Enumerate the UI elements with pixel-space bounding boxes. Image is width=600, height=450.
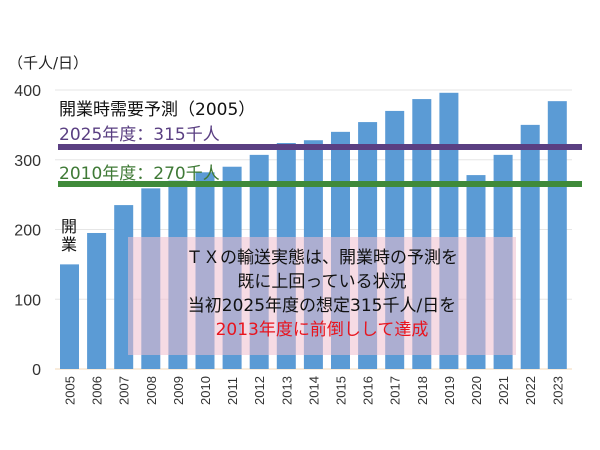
bar (547, 101, 567, 369)
x-tick-label: 2014 (306, 376, 321, 405)
x-tick-label: 2010 (198, 376, 213, 405)
x-tick-label: 2007 (117, 376, 132, 405)
x-tick-label: 2009 (171, 376, 186, 405)
x-tick-label: 2012 (252, 376, 267, 405)
bar (87, 232, 107, 369)
y-tick-label: 100 (14, 292, 41, 309)
x-tick-label: 2022 (523, 376, 538, 405)
x-tick-label: 2023 (550, 376, 565, 405)
x-tick-label: 2008 (144, 376, 159, 405)
forecast-title: 開業時需要予測（2005） (59, 100, 256, 120)
x-tick-label: 2017 (388, 376, 403, 405)
bar (60, 264, 79, 369)
y-tick-label: 300 (14, 153, 41, 170)
note-line-1: ＴＸの輸送実態は、開業時の予測を (186, 248, 458, 268)
y-tick-label: 200 (14, 223, 41, 240)
y-tick-label: 400 (14, 83, 41, 100)
note-box: ＴＸの輸送実態は、開業時の予測を 既に上回っている状況 当初2025年度の想定3… (128, 237, 516, 355)
x-tick-label: 2019 (442, 376, 457, 405)
x-tick-label: 2018 (415, 376, 430, 405)
x-tick-label: 2005 (63, 376, 78, 405)
y-tick-label: 0 (32, 362, 41, 379)
x-tick-label: 2011 (225, 377, 240, 405)
y-axis-unit-label: （千人/日） (8, 54, 89, 72)
reference-line-label-2025: 2025年度：315千人 (59, 125, 220, 145)
note-line-3: 当初2025年度の想定315千人/日を (187, 296, 457, 316)
x-tick-label: 2020 (469, 376, 484, 405)
note-line-4: 2013年度に前倒しして達成 (215, 320, 429, 340)
x-tick-label: 2016 (361, 376, 376, 405)
note-line-2: 既に上回っている状況 (237, 272, 407, 292)
opening-annotation: 開業 (61, 217, 78, 254)
x-tick-label: 2015 (334, 376, 349, 405)
x-tick-label: 2021 (496, 376, 511, 405)
x-tick-label: 2013 (279, 376, 294, 405)
x-tick-label: 2006 (90, 376, 105, 405)
bar (520, 124, 540, 369)
reference-line-label-2010: 2010年度：270千人 (59, 164, 220, 184)
